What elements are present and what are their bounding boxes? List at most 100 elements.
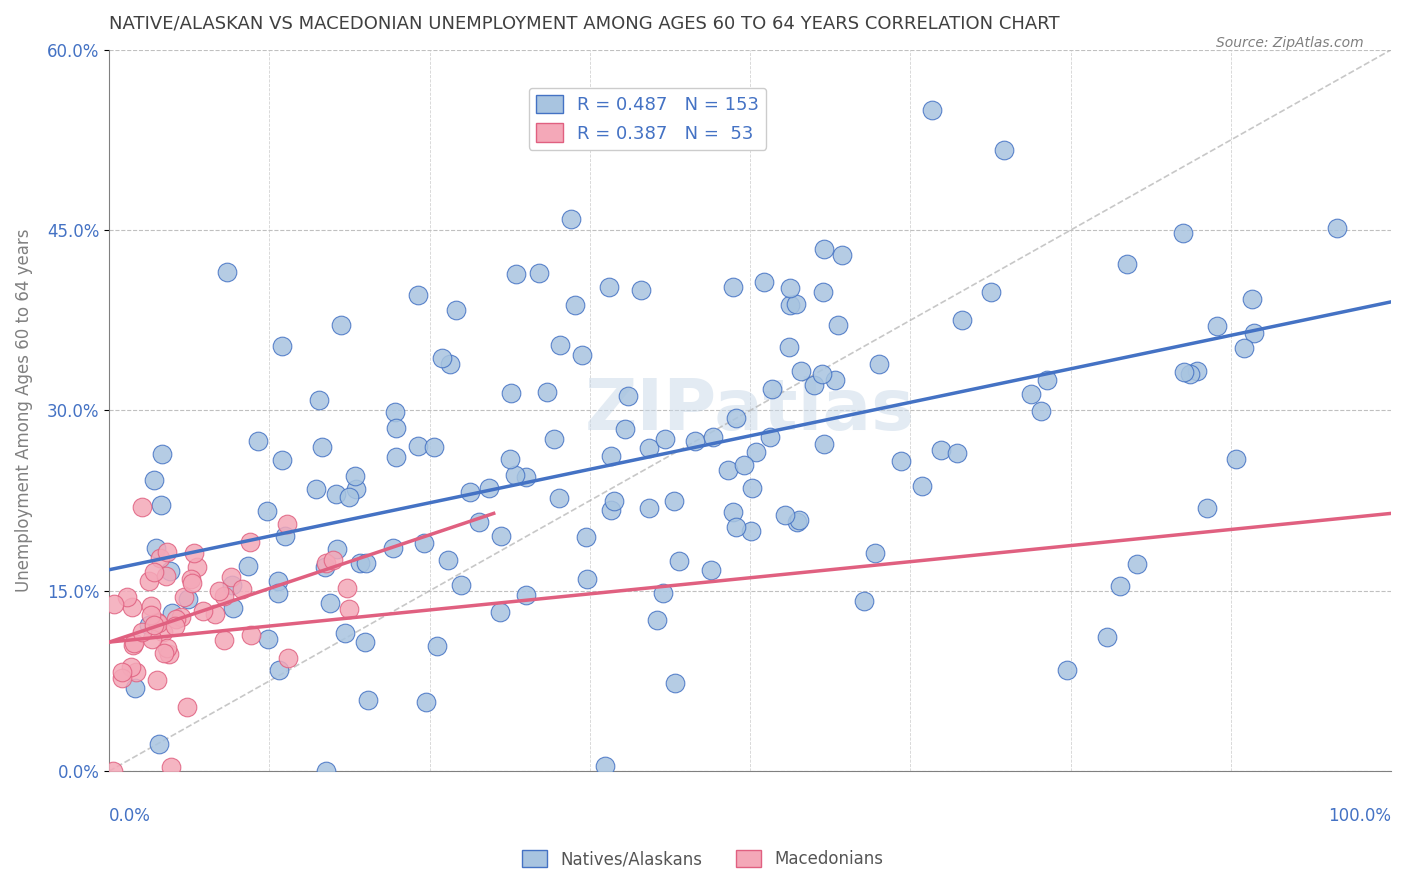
Point: [668, 554, 690, 568]
Point: [337, 490, 360, 504]
Point: [478, 481, 501, 495]
Point: [1326, 221, 1348, 235]
Point: [598, 280, 620, 294]
Point: [311, 440, 333, 454]
Y-axis label: Unemployment Among Ages 60 to 64 years: Unemployment Among Ages 60 to 64 years: [15, 228, 32, 592]
Point: [645, 613, 668, 627]
Point: [204, 607, 226, 622]
Point: [150, 447, 173, 461]
Point: [384, 421, 406, 435]
Point: [638, 500, 661, 515]
Point: [1233, 341, 1256, 355]
Point: [426, 639, 449, 653]
Text: NATIVE/ALASKAN VS MACEDONIAN UNEMPLOYMENT AMONG AGES 60 TO 64 YEARS CORRELATION : NATIVE/ALASKAN VS MACEDONIAN UNEMPLOYMEN…: [110, 15, 1060, 33]
Point: [869, 357, 891, 371]
Point: [1241, 292, 1264, 306]
Point: [219, 570, 242, 584]
Point: [231, 582, 253, 596]
Point: [550, 337, 572, 351]
Point: [143, 618, 166, 632]
Point: [498, 452, 520, 467]
Point: [169, 609, 191, 624]
Point: [308, 392, 330, 407]
Point: [1206, 318, 1229, 333]
Point: [515, 470, 537, 484]
Point: [1173, 365, 1195, 379]
Point: [415, 695, 437, 709]
Point: [160, 607, 183, 621]
Text: Source: ZipAtlas.com: Source: ZipAtlas.com: [1216, 36, 1364, 50]
Point: [257, 632, 280, 647]
Point: [413, 536, 436, 550]
Point: [325, 542, 347, 557]
Point: [165, 618, 187, 632]
Point: [1036, 372, 1059, 386]
Point: [215, 265, 238, 279]
Point: [143, 566, 166, 580]
Text: 0.0%: 0.0%: [110, 807, 150, 825]
Point: [717, 463, 740, 477]
Point: [740, 524, 762, 538]
Point: [599, 450, 621, 464]
Point: [148, 737, 170, 751]
Point: [271, 453, 294, 467]
Point: [437, 552, 460, 566]
Point: [536, 384, 558, 399]
Point: [141, 599, 163, 614]
Point: [159, 564, 181, 578]
Point: [1021, 387, 1043, 401]
Point: [813, 242, 835, 256]
Point: [165, 612, 187, 626]
Point: [214, 589, 236, 603]
Point: [150, 498, 173, 512]
Point: [111, 671, 134, 685]
Point: [103, 597, 125, 611]
Point: [349, 556, 371, 570]
Point: [239, 535, 262, 549]
Point: [745, 444, 768, 458]
Point: [787, 513, 810, 527]
Point: [221, 578, 243, 592]
Point: [125, 665, 148, 680]
Point: [501, 385, 523, 400]
Point: [214, 633, 236, 648]
Point: [322, 553, 344, 567]
Point: [256, 504, 278, 518]
Point: [491, 529, 513, 543]
Point: [702, 429, 724, 443]
Point: [344, 483, 367, 497]
Point: [575, 530, 598, 544]
Point: [131, 500, 153, 514]
Point: [180, 572, 202, 586]
Point: [595, 759, 617, 773]
Point: [221, 601, 243, 615]
Point: [336, 582, 359, 596]
Point: [406, 288, 429, 302]
Point: [208, 584, 231, 599]
Point: [181, 575, 204, 590]
Point: [247, 434, 270, 448]
Point: [1195, 500, 1218, 515]
Point: [315, 764, 337, 779]
Point: [432, 351, 454, 365]
Point: [138, 618, 160, 632]
Point: [929, 442, 952, 457]
Point: [381, 541, 404, 556]
Point: [515, 588, 537, 602]
Point: [177, 592, 200, 607]
Point: [186, 560, 208, 574]
Point: [811, 285, 834, 300]
Point: [630, 283, 652, 297]
Point: [160, 759, 183, 773]
Point: [156, 545, 179, 559]
Point: [993, 144, 1015, 158]
Point: [724, 411, 747, 425]
Point: [824, 373, 846, 387]
Point: [115, 590, 138, 604]
Point: [543, 432, 565, 446]
Point: [813, 437, 835, 451]
Text: 100.0%: 100.0%: [1329, 807, 1391, 825]
Point: [654, 432, 676, 446]
Point: [505, 467, 527, 482]
Point: [571, 348, 593, 362]
